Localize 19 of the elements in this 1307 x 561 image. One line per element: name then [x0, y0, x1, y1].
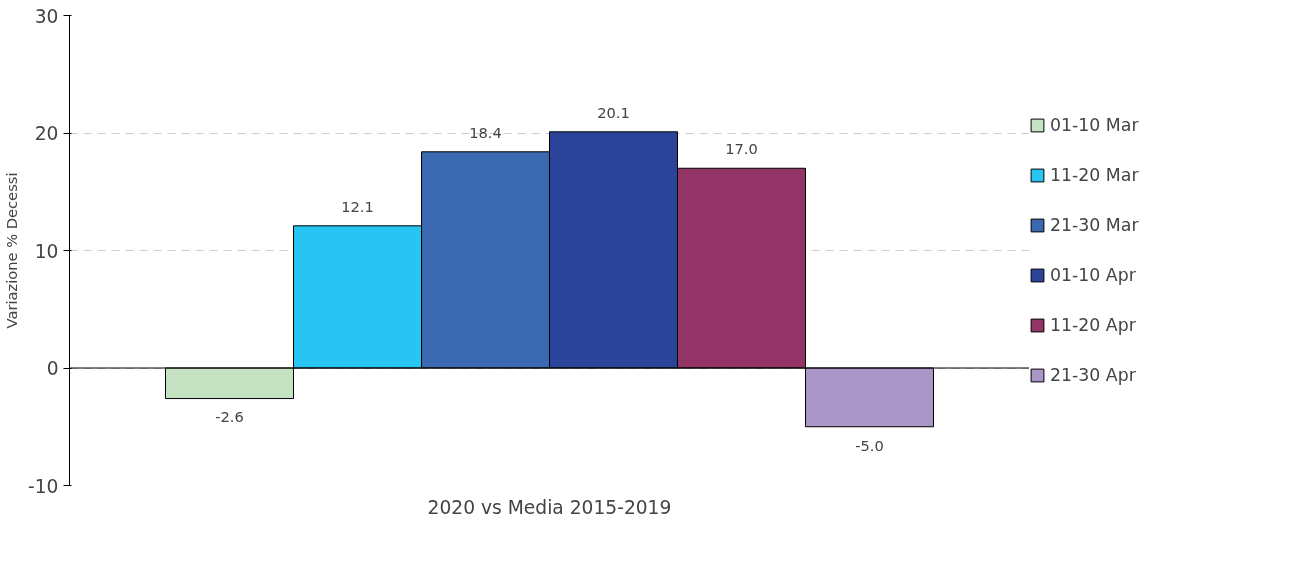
legend-label: 21-30 Mar: [1050, 215, 1139, 235]
y-tick-label: 0: [46, 358, 59, 379]
y-tick-label: 30: [34, 5, 59, 27]
x-tick-label: 2020 vs Media 2015-2019: [427, 496, 672, 518]
data-label: 17.0: [725, 140, 758, 158]
data-label: 18.4: [469, 124, 502, 141]
y-tick-label: 20: [34, 123, 59, 144]
y-tick-label: -10: [28, 475, 59, 497]
data-label: -5.0: [855, 436, 884, 454]
data-label: -2.6: [215, 408, 244, 426]
data-label: 20.1: [597, 104, 630, 122]
legend-label: 01-10 Mar: [1050, 115, 1139, 135]
legend-label: 21-30 Apr: [1050, 365, 1136, 385]
legend-label: 11-20 Mar: [1050, 165, 1139, 185]
data-label: 12.1: [341, 198, 374, 216]
y-axis-title: Variazione % Decessi: [3, 172, 21, 329]
legend-label: 11-20 Apr: [1050, 315, 1136, 335]
y-tick-label: 10: [34, 240, 59, 262]
legend-label: 01-10 Apr: [1050, 265, 1136, 285]
